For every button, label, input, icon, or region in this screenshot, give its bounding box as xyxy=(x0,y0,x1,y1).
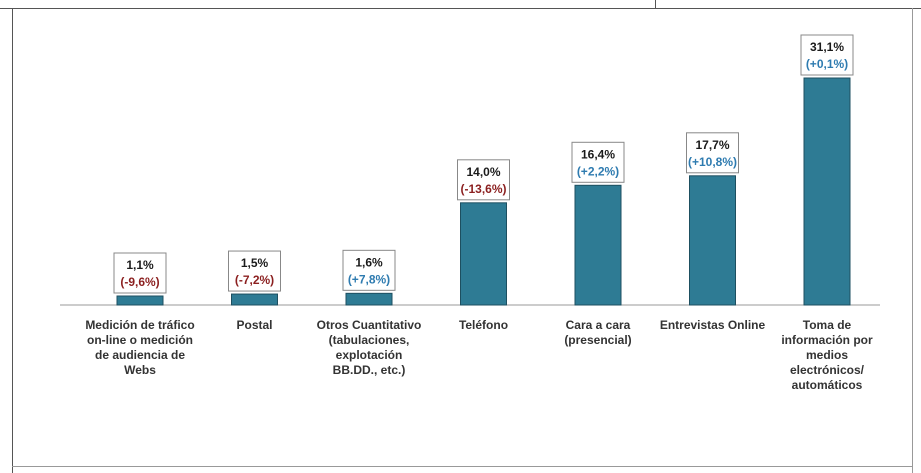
category-label: Entrevistas Online xyxy=(659,318,766,332)
data-label-box xyxy=(571,141,625,183)
change-label: (-9,6%) xyxy=(120,275,159,289)
change-label: (+10,8%) xyxy=(688,155,737,169)
bar xyxy=(460,202,507,306)
change-label: (-7,2%) xyxy=(235,273,274,287)
data-label-box xyxy=(686,132,739,174)
bar xyxy=(689,175,736,306)
value-label: 1,1% xyxy=(126,258,154,272)
bar xyxy=(345,292,393,306)
bar xyxy=(803,77,851,306)
value-label: 14,0% xyxy=(466,165,500,179)
bar xyxy=(574,184,622,306)
data-label-box xyxy=(228,250,281,292)
frame-bottom-border xyxy=(12,466,912,467)
frame-top-border xyxy=(0,8,921,9)
value-label: 31,1% xyxy=(810,40,844,54)
category-label: Otros Cuantitativo (tabulaciones, explot… xyxy=(316,318,422,377)
value-label: 17,7% xyxy=(695,138,729,152)
value-label: 1,6% xyxy=(355,255,383,269)
value-label: 16,4% xyxy=(581,147,615,161)
data-label-box xyxy=(113,252,167,294)
bar xyxy=(231,293,278,306)
category-label: Postal xyxy=(236,318,273,332)
data-label-box xyxy=(342,249,396,291)
data-label-box xyxy=(457,159,510,201)
change-label: (+0,1%) xyxy=(806,57,848,71)
bar xyxy=(116,295,164,306)
data-label-box xyxy=(800,34,854,76)
category-label: Medición de tráfico on-line o medición d… xyxy=(85,318,195,377)
frame-left-border xyxy=(12,8,13,473)
category-label: Toma de información por medios electróni… xyxy=(781,318,873,392)
change-label: (+7,8%) xyxy=(348,272,390,286)
legend-box-edge xyxy=(655,0,656,8)
category-label: Teléfono xyxy=(458,318,509,332)
frame-right-border xyxy=(912,8,913,473)
change-label: (-13,6%) xyxy=(460,182,506,196)
change-label: (+2,2%) xyxy=(577,164,619,178)
category-label: Cara a cara (presencial) xyxy=(564,318,632,347)
value-label: 1,5% xyxy=(241,256,269,270)
